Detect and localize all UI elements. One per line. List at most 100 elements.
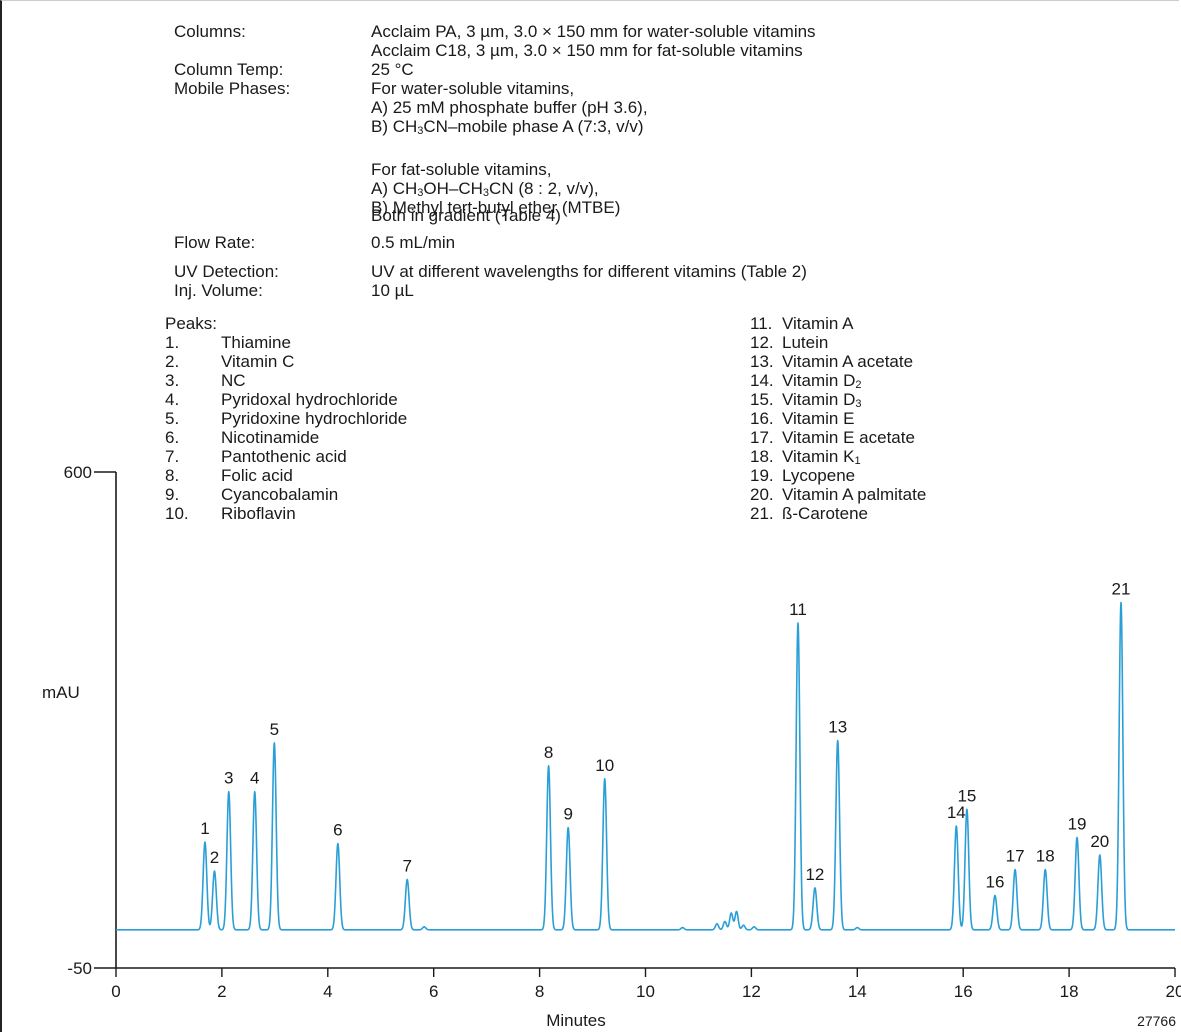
peak-label: 8: [544, 743, 553, 762]
peak-name: Nicotinamide: [221, 428, 320, 447]
peak-number: 4.: [165, 390, 180, 409]
peak-name: Vitamin E: [782, 409, 855, 428]
peak-name: Riboflavin: [221, 504, 296, 523]
peak-name: Vitamin A palmitate: [782, 485, 927, 504]
x-tick-label: 18: [1060, 982, 1079, 1001]
peak-label: 9: [563, 805, 572, 824]
peak-name: Pyridoxine hydrochloride: [221, 409, 408, 428]
peak-label: 2: [210, 848, 219, 867]
peak-label: 5: [270, 720, 279, 739]
condition-value: 10 µL: [371, 281, 414, 300]
peak-number: 21.: [750, 504, 774, 523]
peak-number: 6.: [165, 428, 180, 447]
condition-value: Both in gradient (Table 4): [371, 206, 561, 225]
peak-label: 11: [789, 600, 807, 619]
condition-value: Acclaim C18, 3 µm, 3.0 × 150 mm for fat-…: [371, 41, 803, 60]
condition-value: A) CH3OH–CH3CN (8 : 2, v/v),: [371, 179, 599, 199]
peak-name: Vitamin D3: [782, 390, 862, 410]
chromatogram-trace: [115, 601, 1176, 931]
peak-name: Lutein: [782, 333, 829, 352]
condition-label: Inj. Volume:: [174, 281, 263, 300]
condition-label: Column Temp:: [174, 60, 284, 79]
x-axis-label: Minutes: [546, 1011, 606, 1030]
peak-label: 13: [828, 718, 847, 737]
peak-label: 20: [1090, 832, 1109, 851]
peak-name: NC: [221, 371, 246, 390]
y-tick-label: -50: [67, 959, 92, 978]
peak-name: Vitamin K1: [782, 447, 861, 467]
condition-label: Flow Rate:: [174, 233, 256, 252]
x-tick-label: 8: [535, 982, 544, 1001]
peak-number: 11.: [750, 314, 773, 333]
y-axis-label: mAU: [42, 683, 80, 702]
peak-number: 10.: [165, 504, 189, 523]
y-tick-label: 600: [64, 463, 92, 482]
peak-label: 10: [595, 756, 614, 775]
peak-name: Vitamin D2: [782, 371, 862, 391]
peak-name: Pantothenic acid: [221, 447, 347, 466]
peak-name: Lycopene: [782, 466, 856, 485]
condition-label: Mobile Phases:: [174, 79, 291, 98]
peak-number: 2.: [165, 352, 180, 371]
condition-label: UV Detection:: [174, 262, 279, 281]
peak-name: Thiamine: [221, 333, 291, 352]
x-tick-label: 12: [742, 982, 761, 1001]
peak-name: Vitamin E acetate: [782, 428, 915, 447]
peak-name: Vitamin C: [221, 352, 295, 371]
condition-value: 0.5 mL/min: [371, 233, 456, 252]
peak-number: 17.: [750, 428, 774, 447]
peak-label: 7: [402, 856, 411, 875]
peak-label: 12: [805, 865, 824, 884]
x-tick-label: 6: [429, 982, 438, 1001]
peak-label: 14: [947, 803, 966, 822]
x-tick-label: 20: [1166, 982, 1181, 1001]
peak-label: 16: [986, 873, 1005, 892]
peak-label: 6: [333, 821, 342, 840]
peak-label: 19: [1068, 815, 1087, 834]
peak-number: 15.: [750, 390, 774, 409]
peak-number: 18.: [750, 447, 774, 466]
peak-label: 4: [250, 769, 259, 788]
peak-number: 5.: [165, 409, 180, 428]
peak-name: Folic acid: [221, 466, 293, 485]
peak-label: 21: [1112, 579, 1131, 598]
peak-label: 17: [1006, 847, 1025, 866]
x-tick-label: 4: [323, 982, 332, 1001]
peak-number: 3.: [165, 371, 180, 390]
peak-number: 14.: [750, 371, 774, 390]
condition-value: 25 °C: [371, 60, 414, 79]
x-tick-label: 16: [954, 982, 973, 1001]
peak-number: 9.: [165, 485, 180, 504]
condition-value: For fat-soluble vitamins,: [371, 160, 552, 179]
peak-label: 15: [957, 786, 976, 805]
figure-code: 27766: [1137, 1013, 1176, 1029]
peak-label: 18: [1036, 847, 1055, 866]
peak-number: 16.: [750, 409, 774, 428]
peak-number: 19.: [750, 466, 774, 485]
peak-label: 3: [224, 769, 233, 788]
peak-name: ß-Carotene: [782, 504, 868, 523]
peak-number: 1.: [165, 333, 180, 352]
peak-number: 20.: [750, 485, 774, 504]
x-tick-label: 0: [111, 982, 120, 1001]
peak-number: 7.: [165, 447, 180, 466]
x-tick-label: 10: [636, 982, 655, 1001]
condition-label: Columns:: [174, 22, 246, 41]
peak-number: 8.: [165, 466, 180, 485]
condition-value: B) Methyl tert-butyl ether (MTBE): [371, 198, 621, 217]
peak-number: 12.: [750, 333, 774, 352]
condition-value: A) 25 mM phosphate buffer (pH 3.6),: [371, 98, 648, 117]
x-tick-label: 14: [848, 982, 867, 1001]
condition-value: B) CH3CN–mobile phase A (7:3, v/v): [371, 117, 644, 137]
peak-name: Pyridoxal hydrochloride: [221, 390, 398, 409]
peak-name: Vitamin A: [782, 314, 854, 333]
peak-name: Cyancobalamin: [221, 485, 339, 504]
peak-label: 1: [200, 819, 209, 838]
peak-name: Vitamin A acetate: [782, 352, 914, 371]
condition-value: UV at different wavelengths for differen…: [371, 262, 807, 281]
x-tick-label: 2: [217, 982, 226, 1001]
